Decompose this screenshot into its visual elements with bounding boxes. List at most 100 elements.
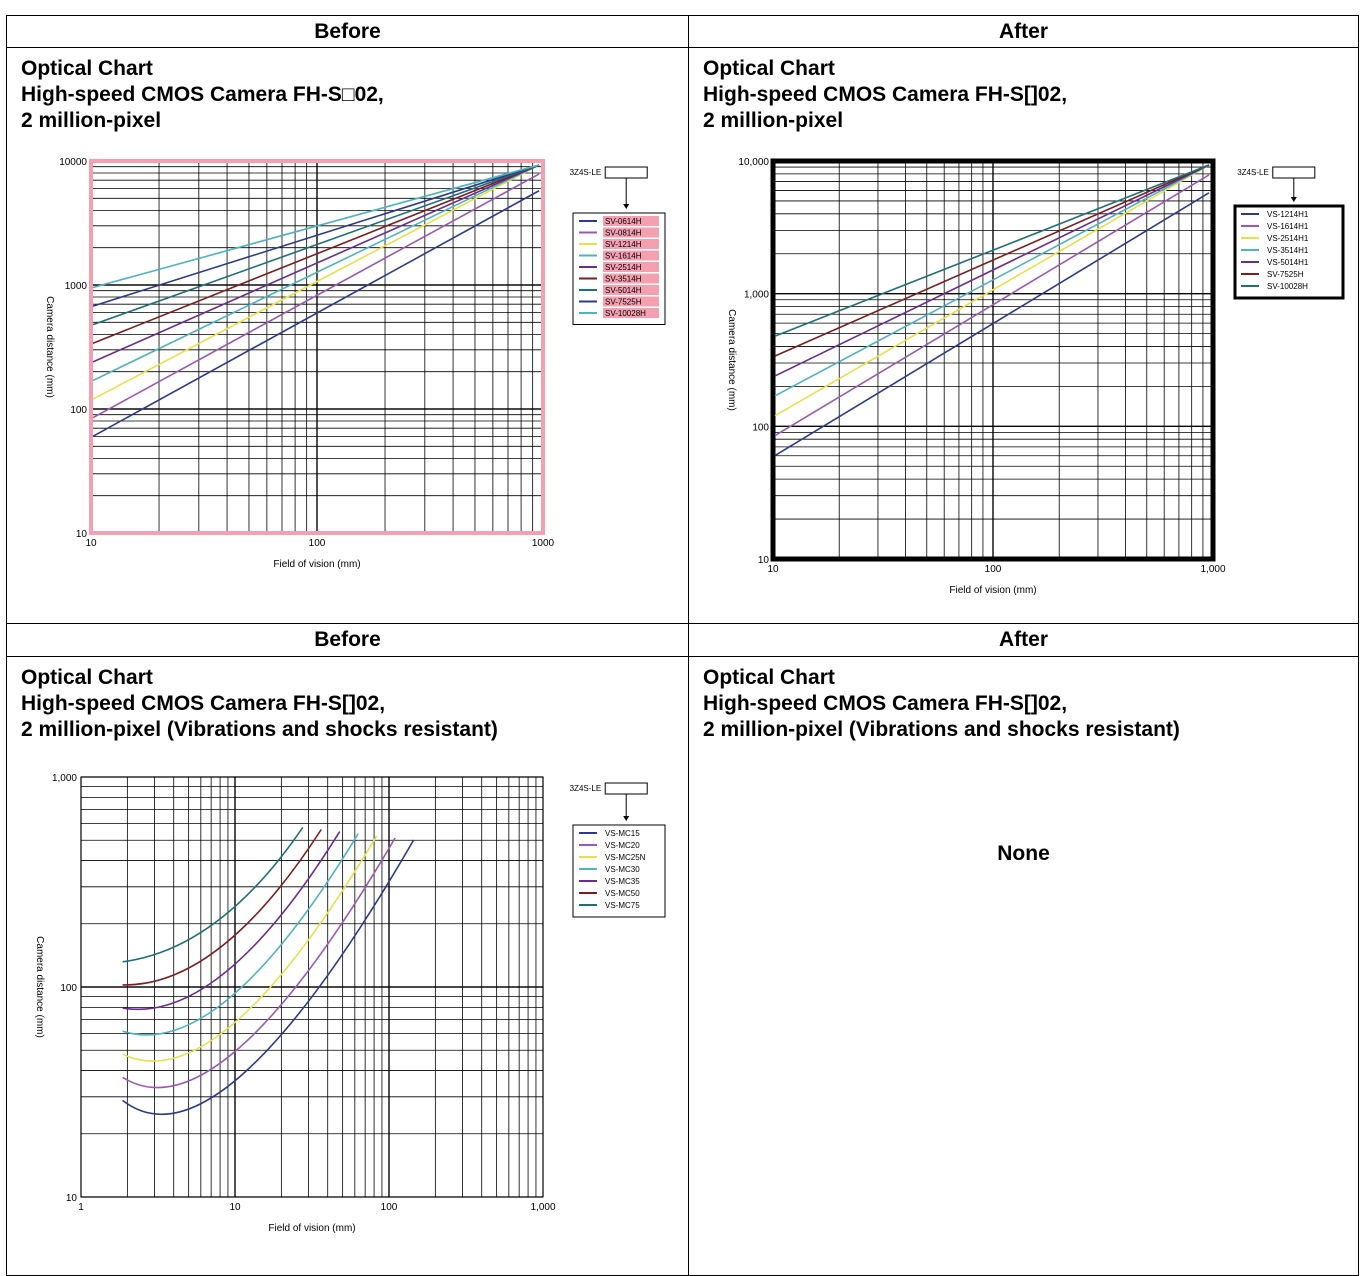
x-tick-label: 1,000 <box>1200 564 1225 575</box>
legend-label: SV-7525H <box>605 298 642 307</box>
lens-curve <box>774 174 1210 437</box>
header-before-2: Before <box>6 623 689 657</box>
y-tick-label: 1,000 <box>744 290 769 301</box>
title-line: High-speed CMOS Camera FH-S[]02, <box>21 692 386 715</box>
title-line: 2 million-pixel <box>21 109 162 132</box>
legend-label: VS-MC15 <box>605 829 640 838</box>
legend-label: VS-MC20 <box>605 841 640 850</box>
lens-curve <box>774 164 1210 357</box>
legend-label: VS-MC50 <box>605 889 640 898</box>
arrow-head-icon <box>1290 197 1297 202</box>
lens-curve <box>92 173 540 419</box>
x-tick-label: 1000 <box>532 538 555 549</box>
y-axis-label: Camera distance (mm) <box>726 309 737 411</box>
legend-label: VS-2514H1 <box>1267 234 1309 243</box>
y-tick-label: 1000 <box>65 281 88 292</box>
y-axis-label: Camera distance (mm) <box>44 296 55 398</box>
y-tick-label: 100 <box>70 405 87 416</box>
lens-curve <box>92 164 540 400</box>
x-axis-label: Field of vision (mm) <box>949 585 1036 596</box>
legend-label: SV-10028H <box>1267 282 1308 291</box>
legend-box <box>1233 204 1345 300</box>
legend-label: VS-MC25N <box>605 853 646 862</box>
legend-label: SV-10028H <box>605 309 646 318</box>
before-cell-1: Optical Chart High-speed CMOS Camera FH-… <box>6 47 689 624</box>
lens-curve <box>122 839 415 1116</box>
chart-frame <box>89 159 545 535</box>
lens-curve <box>774 164 1210 337</box>
legend-label: VS-1214H1 <box>1267 210 1309 219</box>
legend-highlight <box>603 296 659 307</box>
y-tick-label: 10000 <box>59 157 87 168</box>
lens-curve <box>92 164 540 345</box>
lens-curve <box>774 164 1210 417</box>
title-line: 2 million-pixel (Vibrations and shocks r… <box>21 718 498 741</box>
lens-curve <box>92 164 540 363</box>
title-line: Optical Chart <box>703 666 835 689</box>
x-tick-label: 10 <box>767 564 779 575</box>
legend-box <box>572 824 666 918</box>
x-tick-label: 100 <box>985 564 1002 575</box>
legend-highlight <box>603 239 659 249</box>
optical-chart: 10 100 1,000 10 100 1,000 10,000 Field of visio… <box>726 157 1345 596</box>
after-cell-1: Optical Chart High-speed CMOS Camera FH-… <box>688 47 1359 624</box>
legend-label: SV-1614H <box>605 252 642 261</box>
lens-curve <box>122 833 359 1036</box>
legend-highlight <box>603 250 659 261</box>
y-tick-label: 100 <box>60 983 77 994</box>
y-axis-label: Camera distance (mm) <box>34 936 45 1038</box>
lens-curve <box>122 826 304 963</box>
lens-curve <box>92 164 540 289</box>
lens-curve <box>122 837 396 1089</box>
title-line: High-speed CMOS Camera FH-S[]02, <box>703 83 1068 106</box>
legend-highlight <box>603 285 659 295</box>
lens-box-label: 3Z4S-LE <box>570 168 602 177</box>
legend-highlight <box>603 308 659 318</box>
title-line: Optical Chart <box>703 57 835 80</box>
legend-highlight <box>603 273 659 284</box>
legend-label: VS-3514H1 <box>1267 246 1309 255</box>
x-tick-label: 100 <box>381 1202 398 1213</box>
header-before-1: Before <box>6 15 689 48</box>
legend-label: VS-1614H1 <box>1267 222 1309 231</box>
x-axis-label: Field of vision (mm) <box>268 1223 355 1234</box>
title-line: 2 million-pixel <box>703 109 844 132</box>
before-cell-2: Optical Chart High-speed CMOS Camera FH-… <box>6 656 689 1276</box>
before-title-2: Optical Chart High-speed CMOS Camera FH-… <box>21 665 498 743</box>
legend-label: SV-0814H <box>605 229 642 238</box>
legend-label: SV-7525H <box>1267 270 1304 279</box>
legend-label: VS-MC75 <box>605 901 640 910</box>
y-tick-label: 10 <box>66 1193 78 1204</box>
after-title-2: Optical Chart High-speed CMOS Camera FH-… <box>703 665 1180 743</box>
x-tick-label: 1,000 <box>530 1202 555 1213</box>
arrow-head-icon <box>623 816 630 821</box>
legend-label: VS-5014H1 <box>1267 258 1309 267</box>
chart-frame <box>770 158 1216 562</box>
lens-curve <box>774 164 1210 377</box>
legend-highlight <box>603 227 659 238</box>
title-line: Optical Chart <box>21 57 153 80</box>
optical-chart: 10 100 1000 10 100 1000 10000 Field of vision (… <box>44 157 666 570</box>
header-after-2: After <box>688 623 1359 657</box>
legend-label: SV-3514H <box>605 275 642 284</box>
legend-label: SV-1214H <box>605 240 642 249</box>
legend-highlight <box>603 216 659 226</box>
lens-curve <box>92 164 540 382</box>
y-tick-label: 10 <box>758 555 770 566</box>
legend-label: VS-MC30 <box>605 865 640 874</box>
x-tick-label: 1 <box>78 1202 84 1213</box>
lens-box <box>604 166 648 179</box>
chart-frame <box>80 776 544 1198</box>
x-tick-label: 10 <box>85 538 97 549</box>
y-tick-label: 10 <box>76 529 88 540</box>
arrow-head-icon <box>623 204 630 209</box>
before-title-1: Optical Chart High-speed CMOS Camera FH-… <box>21 56 384 134</box>
header-after-1: After <box>688 15 1359 48</box>
x-axis-label: Field of vision (mm) <box>273 559 360 570</box>
lens-curve <box>774 192 1210 457</box>
lens-curve <box>92 190 540 437</box>
after-title-1: Optical Chart High-speed CMOS Camera FH-… <box>703 56 1067 134</box>
lens-box <box>604 782 648 795</box>
